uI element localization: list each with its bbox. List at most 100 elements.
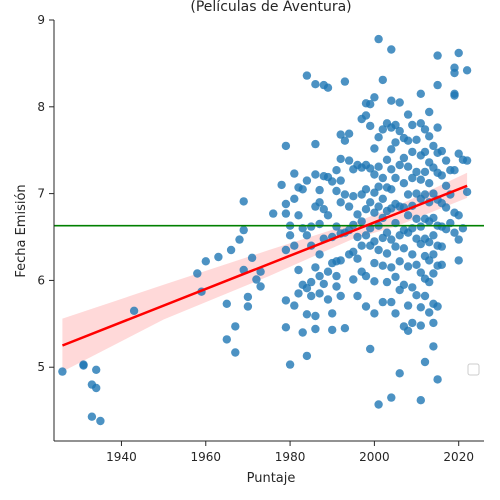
data-point: [311, 139, 320, 149]
data-point: [403, 262, 413, 271]
data-point: [420, 357, 430, 367]
data-point: [378, 173, 387, 183]
data-point: [450, 166, 459, 175]
data-point: [425, 132, 434, 141]
data-point: [416, 268, 425, 277]
data-point: [319, 205, 328, 214]
data-point: [425, 256, 434, 265]
data-point: [285, 360, 295, 369]
data-point: [374, 133, 383, 142]
data-point: [374, 202, 383, 211]
data-point: [290, 301, 299, 310]
data-point: [315, 219, 324, 229]
data-point: [239, 225, 248, 235]
data-point: [399, 179, 409, 188]
data-point: [79, 360, 88, 369]
data-point: [382, 277, 392, 287]
data-point: [319, 279, 328, 289]
data-point: [344, 156, 354, 165]
data-point: [374, 245, 383, 255]
y-tick-label: 9: [37, 13, 45, 27]
data-point: [378, 75, 387, 85]
data-point: [281, 199, 291, 209]
data-point: [214, 252, 223, 262]
data-point: [378, 194, 387, 203]
data-point: [361, 231, 371, 240]
data-point: [222, 335, 231, 344]
data-point: [332, 166, 341, 175]
data-point: [370, 258, 379, 268]
data-point: [370, 237, 379, 246]
data-point: [222, 299, 231, 308]
data-point: [412, 291, 421, 300]
data-point: [395, 126, 404, 136]
data-point: [450, 228, 459, 237]
data-point: [408, 283, 417, 292]
data-point: [403, 162, 413, 171]
data-point: [340, 190, 350, 199]
data-point: [425, 238, 434, 247]
data-point: [387, 393, 396, 402]
data-point: [357, 217, 366, 226]
data-point: [391, 242, 400, 251]
data-point: [290, 169, 299, 178]
data-point: [366, 164, 375, 173]
data-point: [391, 120, 400, 130]
data-point: [433, 80, 442, 90]
data-point: [328, 177, 337, 186]
data-point: [408, 173, 417, 183]
data-point: [395, 98, 404, 107]
data-point: [315, 289, 324, 298]
data-point: [403, 136, 413, 145]
data-point: [370, 188, 379, 197]
data-point: [382, 155, 392, 164]
data-point: [382, 249, 392, 258]
data-point: [302, 351, 312, 361]
data-point: [399, 153, 409, 163]
data-point: [281, 245, 291, 255]
data-point: [429, 250, 438, 259]
data-point: [370, 309, 379, 318]
x-tick-label: 2020: [443, 450, 474, 464]
data-points-layer: [58, 34, 472, 426]
data-point: [243, 292, 253, 302]
data-point: [323, 267, 333, 276]
data-point: [323, 83, 333, 92]
data-point: [231, 322, 240, 331]
data-point: [437, 242, 446, 251]
data-point: [382, 228, 392, 237]
x-tick-label: 1940: [106, 450, 137, 464]
data-point: [58, 367, 67, 376]
data-point: [311, 311, 320, 321]
data-point: [420, 147, 430, 157]
data-point: [412, 260, 421, 269]
data-point: [429, 318, 438, 328]
data-point: [311, 170, 320, 179]
data-point: [429, 189, 438, 198]
data-point: [281, 209, 291, 218]
data-point: [387, 165, 396, 174]
data-point: [336, 198, 345, 207]
data-point: [378, 261, 387, 270]
data-point: [416, 89, 425, 99]
data-point: [332, 222, 341, 231]
data-point: [361, 271, 371, 281]
data-point: [408, 120, 417, 130]
data-point: [252, 275, 261, 284]
regression-line: [61, 184, 468, 347]
data-point: [403, 326, 413, 335]
data-point: [420, 291, 430, 301]
data-point: [353, 291, 362, 301]
data-point: [399, 280, 409, 289]
data-point: [462, 66, 472, 75]
data-point: [391, 272, 400, 282]
data-point: [269, 209, 278, 218]
data-point: [374, 34, 383, 44]
data-point: [328, 309, 337, 318]
data-point: [353, 210, 362, 219]
data-point: [336, 256, 345, 265]
data-point: [454, 211, 463, 220]
data-point: [315, 185, 324, 195]
data-point: [344, 129, 354, 138]
